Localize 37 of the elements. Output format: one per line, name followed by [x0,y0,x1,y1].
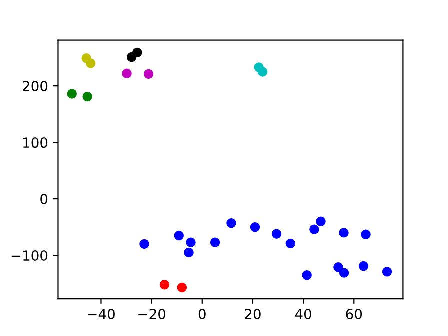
point [160,280,170,290]
point [286,238,296,249]
point [272,229,282,239]
x-tick-label: −40 [88,309,115,320]
point [339,228,349,238]
y-tick-label: 100 [24,138,48,148]
y-tick-label: −100 [12,250,48,262]
point [310,224,320,234]
x-tick-label: −20 [138,309,166,320]
point [177,282,188,293]
point [184,248,194,258]
point [140,239,150,250]
y-tick-label: 200 [23,81,48,92]
point [258,67,268,77]
point [144,69,154,80]
point [334,262,344,272]
point [361,230,371,240]
point [122,68,132,79]
x-tick-label: 40 [295,309,312,320]
point [210,238,220,248]
y-tick-label: 0 [40,194,48,205]
point [86,58,96,68]
point [186,238,196,248]
point [67,89,78,99]
x-tick-label: 20 [245,309,261,320]
point [302,270,312,280]
point [358,261,369,272]
x-tick-label: 60 [346,309,362,320]
point [132,48,142,58]
point [226,218,236,228]
point [174,230,184,241]
point [339,268,350,278]
point [82,92,92,102]
point [382,267,392,277]
point [316,216,326,227]
x-tick-label: 0 [198,309,206,320]
point [250,222,260,232]
